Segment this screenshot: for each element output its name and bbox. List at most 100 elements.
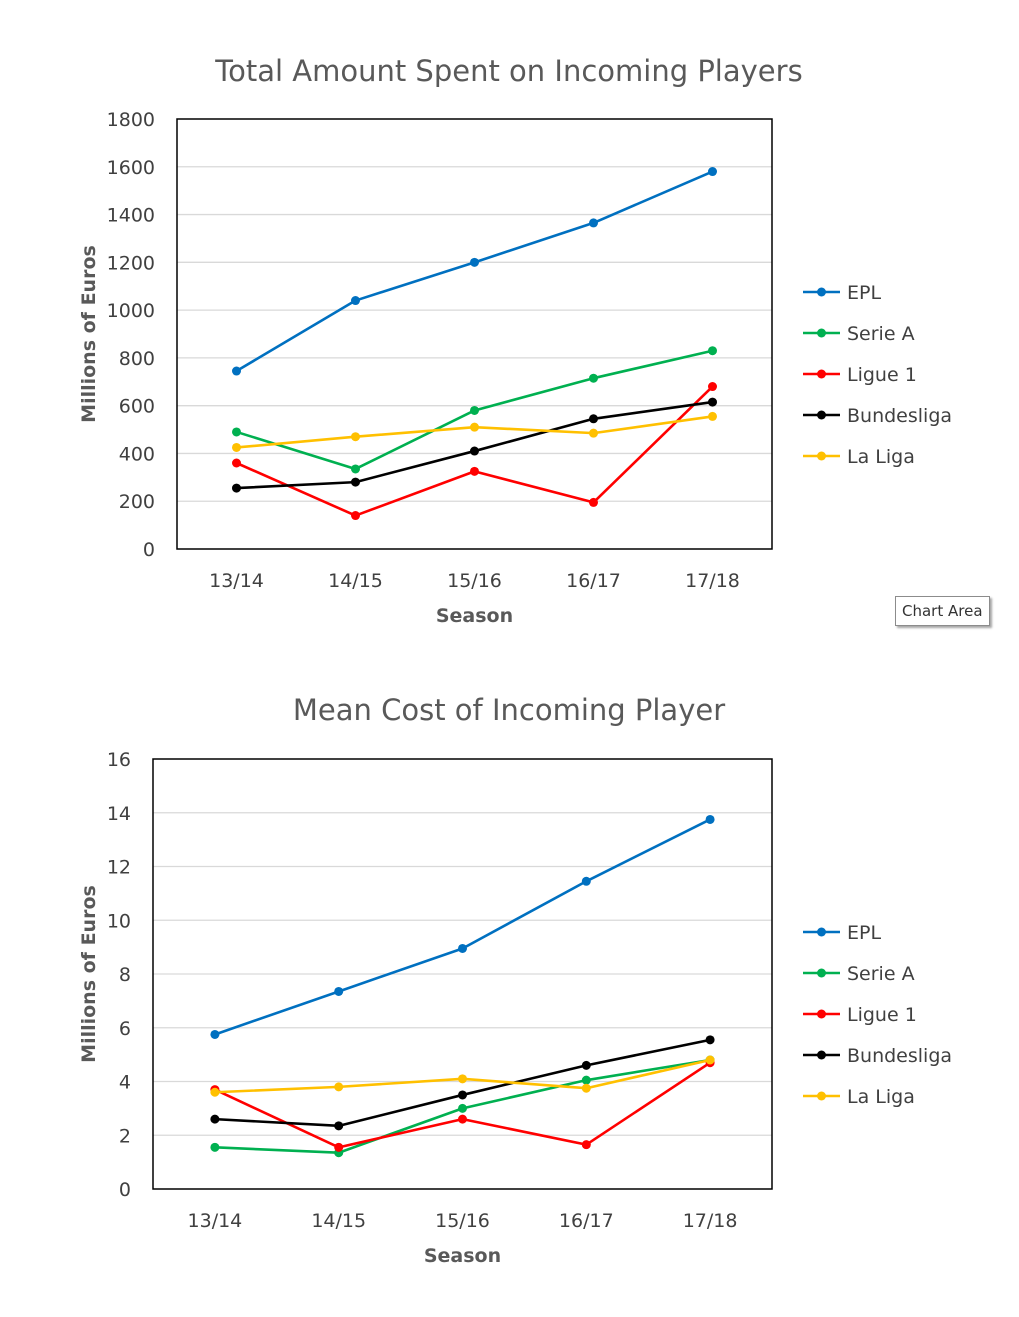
data-point-serie-a — [708, 346, 717, 356]
total-spent-chart[interactable]: Total Amount Spent on Incoming Players 0 2… — [78, 54, 952, 627]
data-point-bundesliga — [589, 414, 598, 424]
data-point-ligue-1 — [232, 458, 241, 468]
mean-cost-chart[interactable]: Mean Cost of Incoming Player 0 2 4 6 8 10 12 14 1… — [78, 693, 952, 1267]
data-point-serie-a — [470, 405, 479, 415]
series-bundesliga — [210, 1035, 715, 1131]
legend-swatch-marker — [817, 1050, 826, 1060]
legend-swatch-marker — [817, 369, 826, 379]
legend: EPL Serie A Ligue 1 Bundesliga La Liga — [803, 922, 952, 1108]
legend-label: Bundesliga — [847, 1045, 952, 1067]
legend-item-bundesliga: Bundesliga — [803, 405, 952, 427]
y-tick-label: 0 — [143, 539, 155, 561]
data-point-la-liga — [351, 432, 360, 442]
data-point-serie-a — [458, 1103, 467, 1113]
legend-label: Serie A — [847, 963, 915, 985]
data-point-la-liga — [470, 422, 479, 432]
x-tick-label: 17/18 — [683, 1210, 738, 1232]
data-point-bundesliga — [210, 1114, 220, 1124]
legend-label: La Liga — [847, 446, 915, 468]
series-line-la-liga — [236, 415, 713, 449]
data-point-epl — [705, 814, 715, 824]
legend-label: Serie A — [847, 323, 915, 345]
y-tick-label: 8 — [119, 964, 131, 986]
data-point-epl — [458, 943, 467, 953]
data-point-la-liga — [458, 1074, 467, 1084]
y-tick-label: 1000 — [107, 300, 155, 322]
data-point-la-liga — [589, 428, 598, 438]
data-point-epl — [232, 366, 241, 376]
data-point-ligue-1 — [334, 1142, 344, 1152]
legend-item-ligue-1: Ligue 1 — [803, 1004, 917, 1026]
y-tick-label: 400 — [119, 443, 155, 465]
x-tick-label: 16/17 — [559, 1210, 614, 1232]
x-tick-label: 15/16 — [435, 1210, 490, 1232]
legend-swatch-marker — [817, 328, 826, 338]
data-point-la-liga — [232, 442, 241, 452]
y-tick-label: 1200 — [107, 252, 155, 274]
y-tick-label: 12 — [107, 857, 131, 879]
legend-swatch-marker — [817, 451, 826, 461]
data-point-serie-a — [232, 427, 241, 437]
data-point-ligue-1 — [470, 466, 479, 476]
series-la-liga — [210, 1055, 715, 1097]
data-point-ligue-1 — [708, 382, 717, 392]
legend-item-la-liga: La Liga — [803, 1086, 915, 1108]
y-tick-label: 1400 — [107, 205, 155, 227]
legend-swatch-marker — [817, 927, 826, 937]
data-point-bundesliga — [708, 397, 717, 407]
x-axis-label: Season — [424, 1245, 501, 1267]
series-line-epl — [214, 818, 711, 1036]
x-axis-label: Season — [436, 605, 513, 627]
data-point-ligue-1 — [581, 1140, 591, 1150]
series-epl — [210, 814, 715, 1039]
series-serie-a — [210, 1055, 715, 1158]
x-tick-label: 16/17 — [566, 570, 621, 592]
data-point-la-liga — [705, 1055, 715, 1065]
data-point-epl — [351, 296, 360, 306]
data-point-la-liga — [334, 1082, 344, 1092]
legend-item-epl: EPL — [803, 922, 881, 944]
x-tick-label: 14/15 — [311, 1210, 366, 1232]
data-point-epl — [589, 218, 598, 228]
x-tick-label: 13/14 — [209, 570, 264, 592]
data-point-serie-a — [589, 373, 598, 383]
legend-label: EPL — [847, 922, 881, 944]
data-point-epl — [581, 876, 591, 886]
legend-swatch-marker — [817, 1091, 826, 1101]
plot-area — [152, 758, 773, 1190]
x-tick-label: 13/14 — [188, 1210, 243, 1232]
y-tick-label: 600 — [119, 396, 155, 418]
plot-area — [176, 118, 773, 550]
data-point-bundesliga — [351, 477, 360, 487]
legend-label: EPL — [847, 282, 881, 304]
data-point-bundesliga — [334, 1121, 344, 1131]
legend-item-ligue-1: Ligue 1 — [803, 364, 917, 386]
data-point-serie-a — [210, 1142, 220, 1152]
data-point-la-liga — [210, 1087, 220, 1097]
y-tick-label: 1800 — [107, 109, 155, 131]
legend-label: Bundesliga — [847, 405, 952, 427]
data-point-serie-a — [581, 1075, 591, 1085]
x-tick-label: 15/16 — [447, 570, 502, 592]
chart-title: Total Amount Spent on Incoming Players — [214, 54, 802, 88]
y-tick-label: 14 — [107, 803, 131, 825]
data-point-bundesliga — [705, 1035, 715, 1045]
x-tick-label: 17/18 — [685, 570, 740, 592]
data-point-la-liga — [581, 1083, 591, 1093]
data-point-bundesliga — [458, 1090, 467, 1100]
y-tick-label: 800 — [119, 348, 155, 370]
series-ligue-1 — [232, 382, 717, 521]
legend-item-serie-a: Serie A — [803, 963, 915, 985]
legend-label: La Liga — [847, 1086, 915, 1108]
data-point-bundesliga — [232, 483, 241, 493]
data-point-serie-a — [351, 464, 360, 474]
data-point-ligue-1 — [458, 1114, 467, 1124]
data-point-ligue-1 — [351, 511, 360, 521]
y-tick-label: 4 — [119, 1072, 131, 1094]
y-tick-label: 200 — [119, 491, 155, 513]
legend-swatch-marker — [817, 287, 826, 297]
data-point-epl — [334, 986, 344, 996]
legend-label: Ligue 1 — [847, 1004, 917, 1026]
legend-item-epl: EPL — [803, 282, 881, 304]
series-bundesliga — [232, 397, 717, 493]
